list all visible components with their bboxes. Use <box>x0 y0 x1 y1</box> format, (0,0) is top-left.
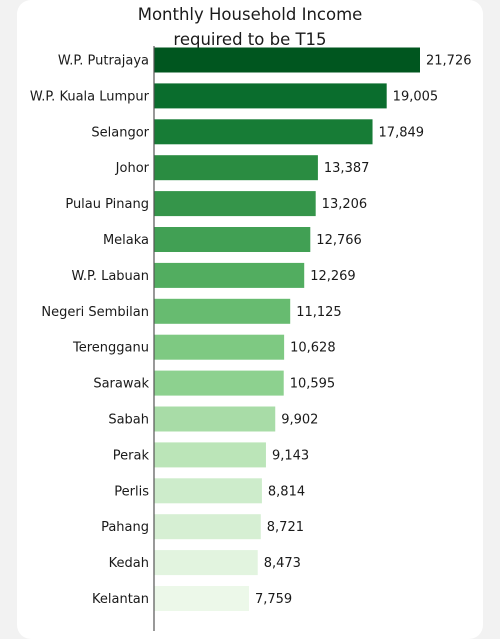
category-label: Kelantan <box>92 592 149 607</box>
bar <box>154 191 316 217</box>
value-label: 21,726 <box>426 54 472 69</box>
category-label: Terengganu <box>72 341 149 356</box>
value-label: 12,766 <box>316 233 362 248</box>
category-label: Negeri Sembilan <box>41 305 149 320</box>
bar <box>154 406 276 432</box>
category-label: W.P. Kuala Lumpur <box>30 89 150 104</box>
value-label: 8,473 <box>264 556 301 571</box>
bar <box>154 83 387 109</box>
value-label: 8,721 <box>267 520 304 535</box>
bar <box>154 262 305 288</box>
category-label: Melaka <box>103 233 149 248</box>
bar <box>154 227 311 252</box>
category-label: W.P. Labuan <box>72 269 149 284</box>
category-label: Pulau Pinang <box>65 197 149 212</box>
category-label: Perlis <box>114 484 149 499</box>
category-label: Selangor <box>91 125 149 140</box>
value-label: 7,759 <box>255 592 292 607</box>
value-label: 9,902 <box>281 413 318 428</box>
value-label: 13,206 <box>322 197 368 212</box>
category-label: Sabah <box>108 413 149 428</box>
bar <box>154 119 373 145</box>
category-label: Perak <box>113 448 150 463</box>
value-label: 17,849 <box>379 125 425 140</box>
bar <box>154 47 420 73</box>
category-label: W.P. Putrajaya <box>58 54 149 69</box>
value-label: 9,143 <box>272 448 309 463</box>
bar <box>154 478 262 504</box>
value-label: 12,269 <box>310 269 356 284</box>
bar <box>154 442 266 468</box>
category-label: Sarawak <box>93 377 149 392</box>
value-label: 10,628 <box>290 341 336 356</box>
bar <box>154 586 249 611</box>
bar <box>154 155 318 181</box>
value-label: 8,814 <box>268 484 305 499</box>
chart-title-line-1: Monthly Household Income <box>137 5 363 24</box>
value-label: 13,387 <box>324 161 370 176</box>
bar <box>154 514 261 540</box>
bar <box>154 370 284 396</box>
value-label: 19,005 <box>393 89 439 104</box>
value-label: 11,125 <box>296 305 342 320</box>
category-label: Kedah <box>109 556 149 571</box>
bar <box>154 298 291 324</box>
chart-title-line-2: required to be T15 <box>173 30 327 49</box>
bar <box>154 550 258 576</box>
bar <box>154 334 285 360</box>
value-label: 10,595 <box>290 377 336 392</box>
category-label: Pahang <box>101 520 149 535</box>
chart-title: Monthly Household Income required to be … <box>0 2 500 52</box>
category-label: Johor <box>115 161 150 176</box>
